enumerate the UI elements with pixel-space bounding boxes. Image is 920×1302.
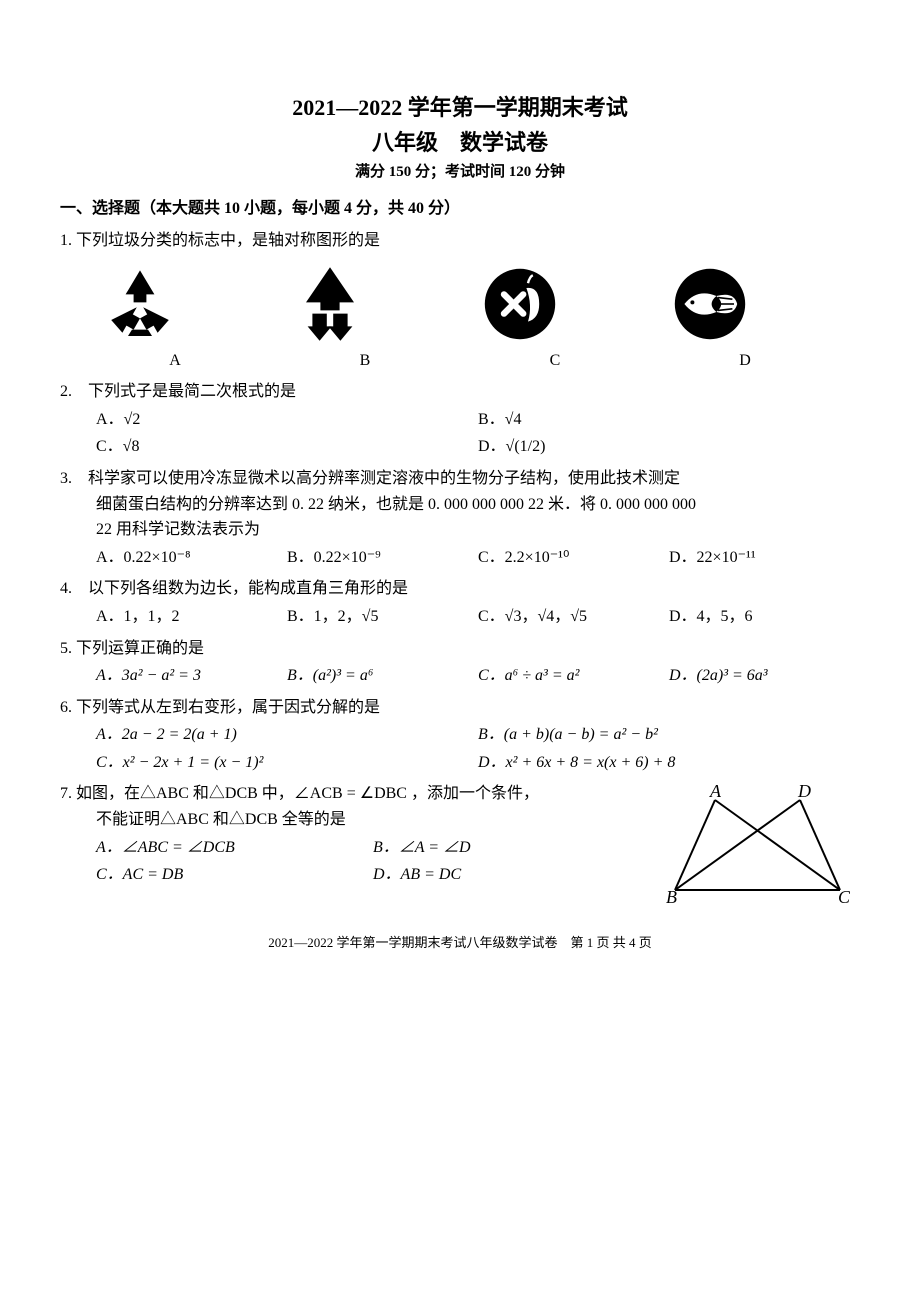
page-footer: 2021—2022 学年第一学期期末考试八年级数学试卷 第 1 页 共 4 页: [60, 933, 860, 954]
q2-option-c: C．√8: [96, 434, 478, 460]
section-1-header: 一、选择题（本大题共 10 小题，每小题 4 分，共 40 分）: [60, 196, 860, 222]
q7-fig-label-a: A: [709, 785, 722, 801]
question-7: 7. 如图，在△ABC 和△DCB 中，∠ACB = ∠DBC ，添加一个条件，…: [60, 781, 860, 905]
q6-stem: 6. 下列等式从左到右变形，属于因式分解的是: [60, 695, 860, 721]
question-5: 5. 下列运算正确的是 A．3a² − a² = 3 B．(a²)³ = a⁶ …: [60, 636, 860, 689]
q7-fig-label-d: D: [797, 785, 811, 801]
q3-stem-l2: 细菌蛋白结构的分辨率达到 0. 22 纳米，也就是 0. 000 000 000…: [96, 492, 860, 518]
q4-option-c: C．√3，√4，√5: [478, 604, 669, 630]
q7-option-a: A．∠ABC = ∠DCB: [96, 835, 373, 861]
exam-title-line2: 八年级 数学试卷: [60, 125, 860, 160]
q4-stem: 4. 以下列各组数为边长，能构成直角三角形的是: [60, 576, 860, 602]
q7-stem-l2: 不能证明△ABC 和△DCB 全等的是: [96, 807, 650, 833]
q5-option-b: B．(a²)³ = a⁶: [287, 663, 478, 689]
q6-option-d: D．x² + 6x + 8 = x(x + 6) + 8: [478, 750, 860, 776]
question-1: 1. 下列垃圾分类的标志中，是轴对称图形的是: [60, 228, 860, 373]
q1-option-c-icon: [480, 264, 630, 344]
q2-option-b: B．√4: [478, 407, 860, 433]
q5-stem: 5. 下列运算正确的是: [60, 636, 860, 662]
q3-option-a: A．0.22×10⁻⁸: [96, 545, 287, 571]
question-4: 4. 以下列各组数为边长，能构成直角三角形的是 A．1，1，2 B．1，2，√5…: [60, 576, 860, 629]
q1-option-a-icon: [100, 264, 250, 344]
q7-option-b: B．∠A = ∠D: [373, 835, 650, 861]
q7-stem-l1: 7. 如图，在△ABC 和△DCB 中，∠ACB = ∠DBC ，添加一个条件，: [60, 781, 650, 807]
q3-option-d: D．22×10⁻¹¹: [669, 545, 860, 571]
q3-stem-l1: 3. 科学家可以使用冷冻显微术以高分辨率测定溶液中的生物分子结构，使用此技术测定: [60, 466, 860, 492]
q1-label-c: C: [480, 348, 630, 374]
question-6: 6. 下列等式从左到右变形，属于因式分解的是 A．2a − 2 = 2(a + …: [60, 695, 860, 776]
q3-stem-l3: 22 用科学记数法表示为: [96, 517, 860, 543]
q5-option-c: C．a⁶ ÷ a³ = a²: [478, 663, 669, 689]
exam-title-line1: 2021—2022 学年第一学期期末考试: [60, 90, 860, 125]
q6-option-c: C．x² − 2x + 1 = (x − 1)²: [96, 750, 478, 776]
q7-figure: A D B C: [650, 781, 860, 905]
q3-option-c: C．2.2×10⁻¹⁰: [478, 545, 669, 571]
q6-option-a: A．2a − 2 = 2(a + 1): [96, 722, 478, 748]
q1-stem: 1. 下列垃圾分类的标志中，是轴对称图形的是: [60, 228, 860, 254]
question-2: 2. 下列式子是最简二次根式的是 A．√2 B．√4 C．√8 D．√(1/2): [60, 379, 860, 460]
q4-option-d: D．4，5，6: [669, 604, 860, 630]
q2-option-d: D．√(1/2): [478, 434, 860, 460]
q5-option-a: A．3a² − a² = 3: [96, 663, 287, 689]
q1-label-a: A: [100, 348, 250, 374]
q3-option-b: B．0.22×10⁻⁹: [287, 545, 478, 571]
q7-fig-label-c: C: [838, 887, 850, 905]
q1-label-d: D: [670, 348, 820, 374]
q2-option-a: A．√2: [96, 407, 478, 433]
q2-stem: 2. 下列式子是最简二次根式的是: [60, 379, 860, 405]
exam-title-line3: 满分 150 分；考试时间 120 分钟: [60, 160, 860, 184]
q1-label-row: A B C D: [80, 348, 840, 374]
q4-option-b: B．1，2，√5: [287, 604, 478, 630]
q5-option-d: D．(2a)³ = 6a³: [669, 663, 860, 689]
q1-option-b-icon: [290, 264, 440, 344]
q1-image-row: [80, 264, 840, 344]
q6-option-b: B．(a + b)(a − b) = a² − b²: [478, 722, 860, 748]
q7-option-c: C．AC = DB: [96, 862, 373, 888]
q7-option-d: D．AB = DC: [373, 862, 650, 888]
q7-fig-label-b: B: [666, 887, 677, 905]
question-3: 3. 科学家可以使用冷冻显微术以高分辨率测定溶液中的生物分子结构，使用此技术测定…: [60, 466, 860, 570]
q1-option-d-icon: [670, 264, 820, 344]
q4-option-a: A．1，1，2: [96, 604, 287, 630]
q1-label-b: B: [290, 348, 440, 374]
